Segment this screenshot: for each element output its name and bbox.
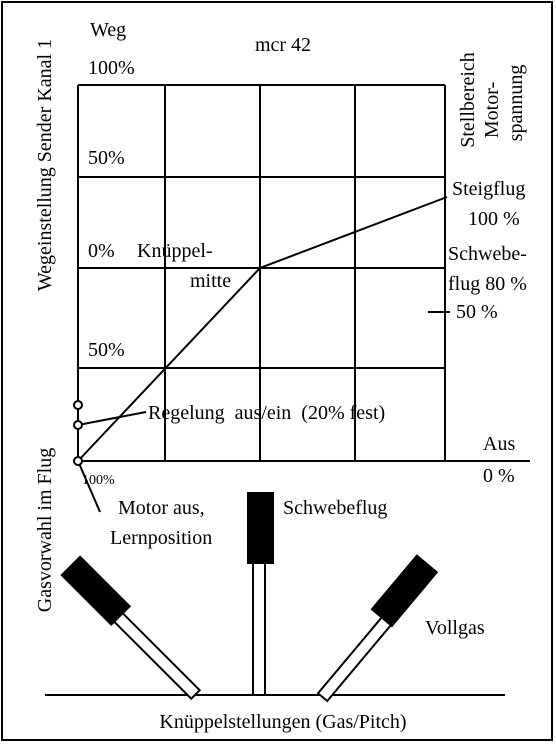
- label: Regelung aus/ein (20% fest): [148, 402, 385, 424]
- label: 0%: [88, 240, 115, 262]
- axis-label: Motor-: [481, 82, 503, 138]
- label: 100 %: [468, 208, 520, 230]
- label: Motor aus,: [118, 497, 205, 519]
- label: 50 %: [456, 301, 498, 323]
- label: Aus: [483, 433, 515, 455]
- label: 50%: [88, 147, 125, 169]
- label: mitte: [190, 270, 231, 292]
- label: Weg: [90, 19, 126, 41]
- title: mcr 42: [255, 34, 311, 56]
- label: 100%: [82, 473, 115, 488]
- label: 0 %: [483, 465, 515, 487]
- label: 50%: [88, 339, 125, 361]
- label: Schwebeflug: [283, 497, 387, 519]
- caption: Knüppelstellungen (Gas/Pitch): [159, 711, 406, 733]
- label: Knüppel-: [137, 240, 213, 262]
- label: Vollgas: [425, 617, 485, 639]
- label: Lernposition: [110, 527, 212, 549]
- label: Schwebe-: [448, 243, 527, 265]
- axis-label: Wegeinstellung Sender Kanal 1: [34, 39, 56, 291]
- axis-label: Gasvorwahl im Flug: [34, 448, 56, 612]
- label: 100%: [88, 57, 135, 79]
- axis-label: spannung: [505, 65, 527, 142]
- axis-label: Stellbereich: [457, 52, 479, 148]
- diagram: mcr 42 Weg 100% 50% 0% 50% 100% Wegeinst…: [0, 0, 556, 744]
- label: flug 80 %: [448, 273, 527, 295]
- label: Steigflug: [452, 178, 525, 200]
